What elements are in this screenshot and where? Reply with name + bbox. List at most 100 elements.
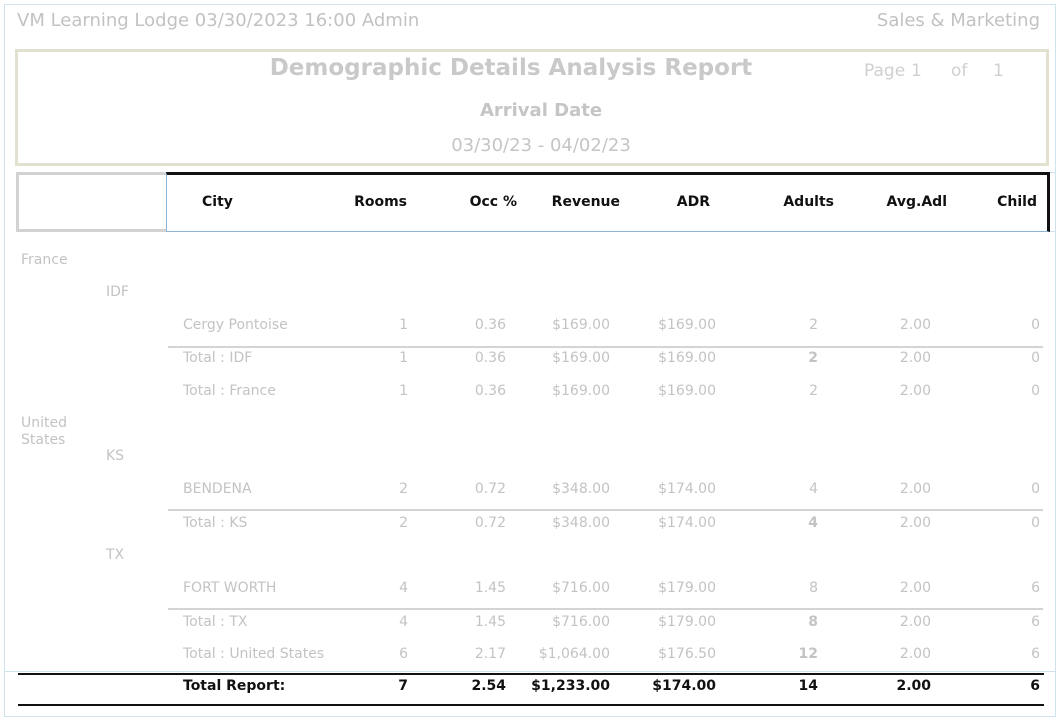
table-cell: 12 bbox=[798, 646, 818, 662]
total-report-cell: 14 bbox=[798, 678, 818, 694]
header-blank-cell bbox=[16, 172, 166, 232]
table-cell: 2.00 bbox=[899, 646, 931, 662]
column-header-adults: Adults bbox=[783, 194, 834, 210]
total-top-rule bbox=[18, 673, 1044, 675]
row-label: Total : IDF bbox=[183, 350, 253, 366]
table-cell: $169.00 bbox=[552, 383, 610, 399]
table-cell: 0 bbox=[1031, 515, 1040, 531]
table-cell: 0 bbox=[1031, 350, 1040, 366]
header-right-edge bbox=[1050, 172, 1056, 232]
group-state-ks: KS bbox=[106, 448, 125, 464]
total-report-cell: 7 bbox=[398, 678, 408, 694]
table-cell: $348.00 bbox=[552, 515, 610, 531]
table-cell: $179.00 bbox=[658, 614, 716, 630]
table-cell: 8 bbox=[809, 580, 818, 596]
table-cell: 2.00 bbox=[899, 580, 931, 596]
table-cell: 1 bbox=[399, 317, 408, 333]
row-label: Total : TX bbox=[183, 614, 248, 630]
table-cell: $169.00 bbox=[658, 317, 716, 333]
total-report-cell: 2.54 bbox=[471, 678, 506, 694]
table-cell: 2 bbox=[808, 350, 818, 366]
column-header-row bbox=[166, 172, 1050, 232]
report-title: Demographic Details Analysis Report bbox=[269, 55, 753, 81]
row-divider bbox=[168, 346, 1043, 348]
total-report-label: Total Report: bbox=[183, 678, 286, 694]
table-cell: 2.17 bbox=[474, 646, 506, 662]
table-cell: 1.45 bbox=[474, 614, 506, 630]
table-cell: $1,064.00 bbox=[538, 646, 610, 662]
row-label: Total : United States bbox=[183, 646, 325, 662]
table-cell: $174.00 bbox=[658, 481, 716, 497]
table-cell: 6 bbox=[1031, 614, 1040, 630]
table-cell: 2.00 bbox=[899, 317, 931, 333]
table-cell: $716.00 bbox=[552, 580, 610, 596]
table-cell: 2 bbox=[399, 515, 408, 531]
row-label: Total : France bbox=[183, 383, 276, 399]
table-cell: 2.00 bbox=[899, 515, 931, 531]
table-cell: 2.00 bbox=[899, 350, 931, 366]
of-label: of bbox=[951, 61, 968, 81]
total-report-cell: 6 bbox=[1030, 678, 1040, 694]
table-cell: 0.36 bbox=[474, 350, 506, 366]
table-cell: 1 bbox=[399, 350, 408, 366]
total-report-cell: $174.00 bbox=[652, 678, 716, 694]
page-number: 1 bbox=[911, 61, 922, 81]
table-cell: $169.00 bbox=[552, 317, 610, 333]
table-cell: 2 bbox=[809, 383, 818, 399]
column-header-child: Child bbox=[997, 194, 1037, 210]
table-cell: $169.00 bbox=[552, 350, 610, 366]
row-label: BENDENA bbox=[183, 481, 252, 497]
column-header-city: City bbox=[202, 194, 233, 210]
table-cell: 0 bbox=[1031, 481, 1040, 497]
table-cell: 8 bbox=[808, 614, 818, 630]
table-cell: 0.36 bbox=[474, 317, 506, 333]
title-box bbox=[15, 49, 1049, 166]
table-cell: 6 bbox=[1031, 646, 1040, 662]
department-label: Sales & Marketing bbox=[876, 10, 1040, 31]
table-cell: $179.00 bbox=[658, 580, 716, 596]
column-header-adr: ADR bbox=[676, 194, 710, 210]
table-cell: 4 bbox=[399, 580, 408, 596]
row-label: Cergy Pontoise bbox=[183, 317, 288, 333]
total-report-frame bbox=[4, 671, 1056, 717]
table-cell: $169.00 bbox=[658, 383, 716, 399]
page-total: 1 bbox=[993, 61, 1004, 81]
table-cell: 0 bbox=[1031, 383, 1040, 399]
table-cell: 1.45 bbox=[474, 580, 506, 596]
group-state-idf: IDF bbox=[106, 284, 129, 300]
row-divider bbox=[168, 608, 1043, 610]
table-cell: 0 bbox=[1031, 317, 1040, 333]
group-state-tx: TX bbox=[106, 547, 125, 563]
property-line: VM Learning Lodge 03/30/2023 16:00 Admin bbox=[17, 10, 420, 31]
table-cell: 4 bbox=[399, 614, 408, 630]
table-cell: 2.00 bbox=[899, 614, 931, 630]
table-cell: 2.00 bbox=[899, 481, 931, 497]
page-label: Page bbox=[864, 61, 906, 81]
table-cell: 4 bbox=[809, 481, 818, 497]
row-label: FORT WORTH bbox=[183, 580, 277, 596]
table-cell: $174.00 bbox=[658, 515, 716, 531]
table-cell: 4 bbox=[808, 515, 818, 531]
table-cell: $169.00 bbox=[658, 350, 716, 366]
table-cell: 2.00 bbox=[899, 383, 931, 399]
column-header-occ: Occ % bbox=[469, 194, 517, 210]
total-report-cell: $1,233.00 bbox=[531, 678, 610, 694]
column-header-revenue: Revenue bbox=[551, 194, 620, 210]
table-cell: 0.36 bbox=[474, 383, 506, 399]
table-cell: $176.50 bbox=[658, 646, 716, 662]
group-country-us-line2: States bbox=[21, 432, 66, 448]
report-subtitle: Arrival Date bbox=[479, 100, 603, 121]
table-cell: 2 bbox=[399, 481, 408, 497]
table-cell: 1 bbox=[399, 383, 408, 399]
table-cell: $716.00 bbox=[552, 614, 610, 630]
column-header-avg-adl: Avg.Adl bbox=[886, 194, 947, 210]
table-cell: 6 bbox=[1031, 580, 1040, 596]
column-header-rooms: Rooms bbox=[354, 194, 407, 210]
table-cell: 6 bbox=[399, 646, 408, 662]
date-range: 03/30/23 - 04/02/23 bbox=[451, 135, 631, 156]
group-country-us-line1: United bbox=[21, 415, 67, 431]
table-cell: 0.72 bbox=[474, 515, 506, 531]
table-cell: 0.72 bbox=[474, 481, 506, 497]
table-cell: 2 bbox=[809, 317, 818, 333]
group-country-france: France bbox=[21, 252, 68, 268]
